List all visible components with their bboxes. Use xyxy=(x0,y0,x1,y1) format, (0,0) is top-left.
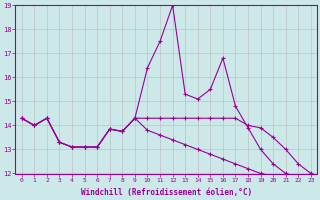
X-axis label: Windchill (Refroidissement éolien,°C): Windchill (Refroidissement éolien,°C) xyxy=(81,188,252,197)
